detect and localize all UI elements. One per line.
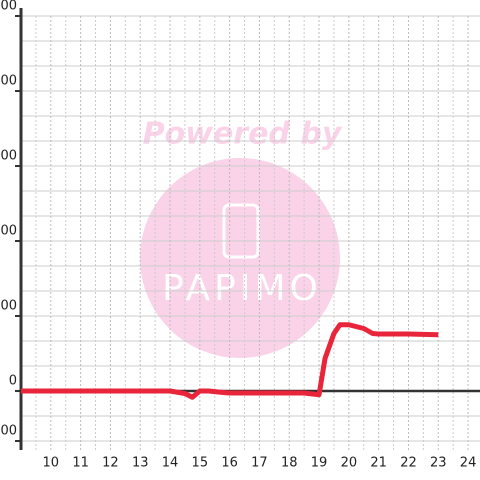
x-tick-label: 15	[192, 456, 209, 471]
x-tick-label: 19	[311, 456, 328, 471]
watermark-icon	[222, 203, 260, 259]
y-tick-label: 30,000	[0, 299, 17, 314]
y-tick-label: 120,000	[0, 74, 17, 89]
x-tick-label: 14	[162, 456, 179, 471]
y-tick-label: 150,000	[0, 0, 17, 14]
y-tick-label: 60,000	[0, 224, 17, 239]
x-tick-label: 20	[341, 456, 358, 471]
x-tick-label: 13	[132, 456, 149, 471]
x-tick-label: 10	[43, 456, 60, 471]
series-line	[21, 322, 439, 400]
x-tick-label: 12	[102, 456, 119, 471]
x-tick-label: 24	[460, 456, 477, 471]
x-tick-label: 23	[430, 456, 447, 471]
watermark-logo: PAPIMO	[162, 268, 322, 309]
x-tick-label: 17	[251, 456, 268, 471]
y-tick-label: -20,000	[0, 424, 17, 439]
x-tick-label: 16	[221, 456, 238, 471]
x-tick-label: 22	[400, 456, 417, 471]
x-tick-label: 18	[281, 456, 298, 471]
x-tick-label: 21	[370, 456, 387, 471]
y-tick-label: 0	[9, 374, 17, 389]
watermark-text: Powered by	[143, 117, 343, 152]
y-tick-label: 90,000	[0, 149, 17, 164]
watermark: Powered by PAPIMO	[140, 117, 343, 358]
x-tick-label: 11	[72, 456, 89, 471]
